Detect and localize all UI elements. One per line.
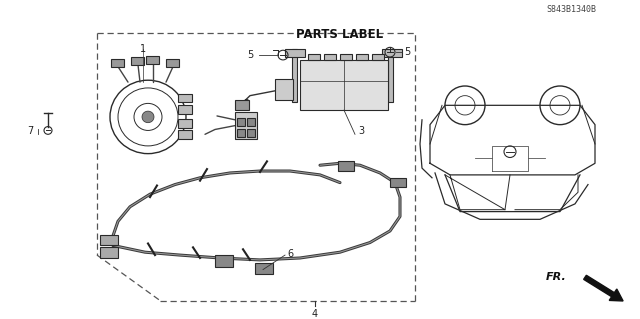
Text: 2: 2 [243,99,249,108]
Bar [255,263,273,274]
Bar [390,178,406,188]
Text: 4: 4 [312,309,318,319]
Bar [237,130,245,137]
Bar [356,54,368,60]
Text: FR.: FR. [547,272,567,282]
Bar [247,118,255,126]
Bar [178,94,192,102]
Bar [275,79,293,100]
Text: 3: 3 [358,126,364,136]
Bar [131,57,144,65]
Bar [146,56,159,64]
Bar [235,112,257,139]
Text: S843B1340B: S843B1340B [546,4,596,13]
Bar [235,100,249,110]
Bar [178,105,192,114]
Bar [300,60,388,110]
Bar [215,255,233,267]
Bar [372,54,384,60]
Circle shape [142,111,154,123]
Text: 7: 7 [27,126,33,136]
Bar [178,130,192,139]
Bar [285,49,305,57]
FancyArrow shape [584,275,623,301]
Text: 6: 6 [287,249,293,259]
Bar [178,119,192,128]
Bar [382,49,402,57]
Bar [100,235,118,245]
Bar [247,130,255,137]
Text: 5: 5 [247,50,253,60]
Text: PARTS LABEL: PARTS LABEL [296,28,383,41]
Bar [324,54,336,60]
Bar [237,118,245,126]
Bar [308,54,320,60]
Bar [388,49,393,102]
Bar [338,161,354,171]
Text: 1: 1 [140,44,146,55]
Bar [166,59,179,67]
Bar [111,59,124,67]
Bar [292,49,297,102]
Text: 5: 5 [404,47,410,57]
Bar [340,54,352,60]
Bar [100,247,118,258]
